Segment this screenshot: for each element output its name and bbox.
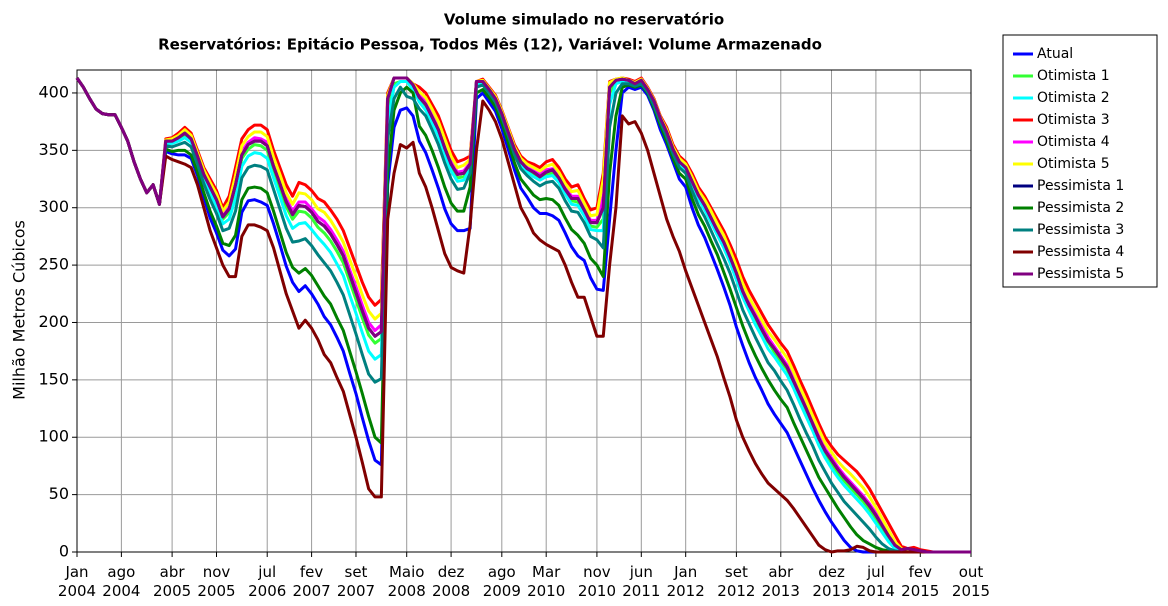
legend-label: Pessimista 4 [1037, 244, 1124, 260]
y-tick-label: 250 [38, 255, 69, 274]
series-line [75, 77, 971, 554]
x-tick-label: Jan 2012 [666, 563, 705, 600]
x-tick-label: set 2012 [717, 563, 756, 600]
x-tick-label: nov 2005 [197, 563, 236, 600]
x-tick-label: set 2007 [336, 563, 376, 600]
x-tick-label: dez 2013 [812, 563, 851, 600]
y-tick-label: 300 [38, 197, 69, 216]
y-tick-label: 50 [49, 484, 69, 503]
series-line [75, 77, 971, 554]
series-line [75, 76, 971, 554]
y-tick-label: 350 [38, 140, 69, 159]
chart-title: Volume simulado no reservatório [444, 11, 724, 29]
x-tick-label: ago 2009 [482, 563, 521, 600]
x-tick-label: Jan 2004 [57, 563, 97, 600]
legend-label: Otimista 4 [1037, 134, 1110, 150]
legend-label: Pessimista 1 [1037, 178, 1124, 194]
chart-subtitle: Reservatórios: Epitácio Pessoa, Todos Mê… [158, 36, 822, 54]
series-line [75, 77, 971, 554]
plot-frame [76, 69, 972, 553]
series-line [75, 77, 971, 554]
x-tick-label: out 2015 [951, 563, 991, 600]
x-tick-label: ago 2004 [102, 563, 141, 600]
x-tick-label: Maio 2008 [387, 563, 426, 600]
y-tick-label: 400 [38, 82, 69, 101]
y-tick-label: 0 [59, 542, 69, 561]
x-tick-label: fev 2015 [901, 563, 940, 600]
legend-label: Otimista 1 [1037, 68, 1110, 84]
series-line [75, 76, 971, 554]
y-tick-label: 200 [38, 312, 69, 331]
series-line [75, 77, 971, 554]
legend-label: Pessimista 2 [1037, 200, 1124, 216]
x-tick-label: jun 2011 [622, 563, 661, 600]
legend-label: Atual [1037, 46, 1073, 62]
x-tick-label: fev 2007 [292, 563, 331, 600]
legend-label: Otimista 2 [1037, 90, 1110, 106]
y-tick-label: 150 [38, 369, 69, 388]
x-tick-label: jul 2006 [248, 563, 287, 600]
x-tick-label: jul 2014 [856, 563, 895, 600]
series-line [75, 76, 971, 554]
series-line [75, 77, 971, 554]
x-tick-label: abr 2005 [153, 563, 192, 600]
series-line [75, 76, 971, 554]
legend-label: Pessimista 3 [1037, 222, 1124, 238]
x-tick-label: dez 2008 [431, 563, 471, 600]
x-tick-label: nov 2010 [577, 563, 616, 600]
legend-label: Otimista 3 [1037, 112, 1110, 128]
y-tick-label: 100 [38, 427, 69, 446]
series-line [75, 76, 971, 554]
x-tick-label: abr 2013 [761, 563, 800, 600]
y-axis-label: Milhão Metros Cúbicos [10, 220, 29, 400]
legend-label: Otimista 5 [1037, 156, 1110, 172]
x-tick-label: Mar 2010 [527, 563, 566, 600]
legend-label: Pessimista 5 [1037, 266, 1124, 282]
